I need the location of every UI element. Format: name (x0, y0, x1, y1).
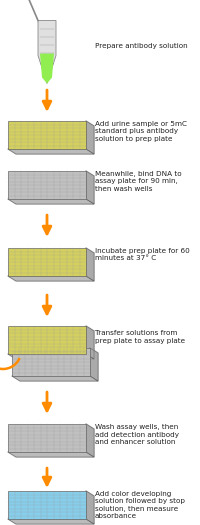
Polygon shape (8, 276, 94, 281)
Bar (12, 348, 90, 376)
Polygon shape (38, 20, 56, 83)
Polygon shape (8, 354, 94, 359)
Bar (8, 171, 86, 199)
Bar (8, 326, 86, 354)
Text: Prepare antibody solution: Prepare antibody solution (95, 43, 188, 49)
Bar (8, 121, 86, 149)
Bar (8, 424, 86, 452)
Text: Add urine sample or 5mC
standard plus antibody
solution to prep plate: Add urine sample or 5mC standard plus an… (95, 121, 187, 142)
Text: Add color developing
solution followed by stop
solution, then measure
absorbance: Add color developing solution followed b… (95, 491, 185, 520)
Polygon shape (86, 491, 94, 524)
Text: Transfer solutions from
prep plate to assay plate: Transfer solutions from prep plate to as… (95, 330, 185, 343)
Polygon shape (86, 424, 94, 457)
Bar (8, 248, 86, 276)
Polygon shape (8, 519, 94, 524)
Polygon shape (8, 452, 94, 457)
Polygon shape (86, 326, 94, 359)
Bar (8, 491, 86, 519)
Polygon shape (86, 248, 94, 281)
Polygon shape (8, 149, 94, 154)
Text: Incubate prep plate for 60
minutes at 37° C: Incubate prep plate for 60 minutes at 37… (95, 248, 190, 261)
Text: Meanwhile, bind DNA to
assay plate for 90 min,
then wash wells: Meanwhile, bind DNA to assay plate for 9… (95, 171, 182, 192)
Polygon shape (40, 54, 54, 83)
Polygon shape (86, 121, 94, 154)
Polygon shape (8, 199, 94, 204)
Polygon shape (86, 171, 94, 204)
Polygon shape (90, 348, 98, 381)
Text: Wash assay wells, then
add detection antibody
and enhancer solution: Wash assay wells, then add detection ant… (95, 424, 179, 445)
Polygon shape (12, 376, 98, 381)
